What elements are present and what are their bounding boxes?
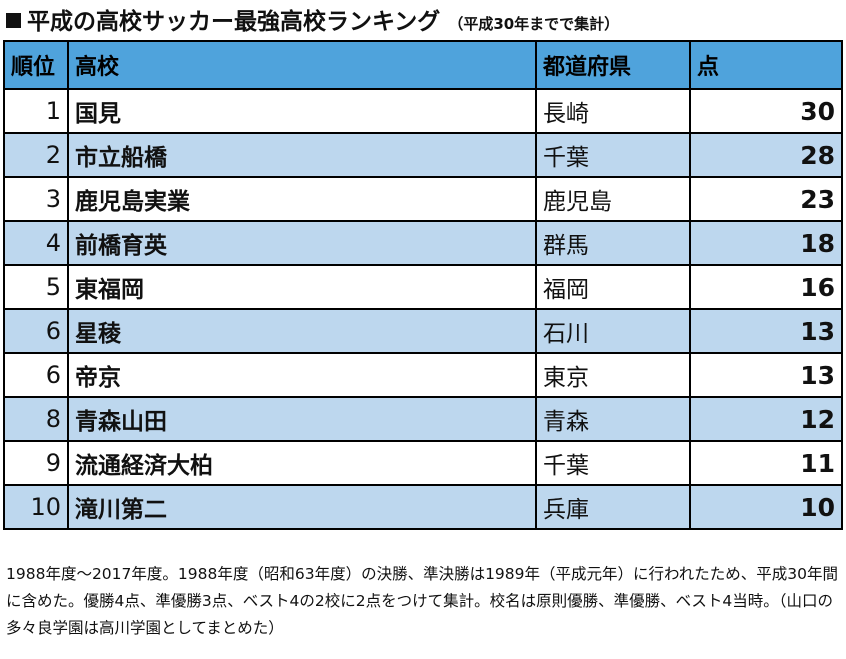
points-cell: 12 xyxy=(689,396,843,442)
rank-cell: 6 xyxy=(3,352,69,398)
prefecture-cell: 東京 xyxy=(535,352,691,398)
prefecture-cell: 石川 xyxy=(535,308,691,354)
header-prefecture: 都道府県 xyxy=(535,40,691,90)
school-cell: 帝京 xyxy=(67,352,537,398)
table-row: 9 流通経済大柏 千葉 11 xyxy=(3,440,843,486)
school-cell: 国見 xyxy=(67,88,537,134)
chart-title-bar: 平成の高校サッカー最強高校ランキング （平成30年までで集計） xyxy=(6,2,619,38)
table-row: 5 東福岡 福岡 16 xyxy=(3,264,843,310)
prefecture-cell: 福岡 xyxy=(535,264,691,310)
school-cell: 東福岡 xyxy=(67,264,537,310)
table-row: 6 帝京 東京 13 xyxy=(3,352,843,398)
prefecture-cell: 千葉 xyxy=(535,132,691,178)
footnote: 1988年度～2017年度。1988年度（昭和63年度）の決勝、準決勝は1989… xyxy=(6,565,838,637)
school-cell: 星稜 xyxy=(67,308,537,354)
school-cell: 滝川第二 xyxy=(67,484,537,530)
ranking-table: 順位 高校 都道府県 点 1 国見 長崎 30 2 市立船橋 千葉 28 3 鹿… xyxy=(3,40,843,530)
rank-cell: 1 xyxy=(3,88,69,134)
points-cell: 16 xyxy=(689,264,843,310)
points-cell: 13 xyxy=(689,308,843,354)
school-cell: 市立船橋 xyxy=(67,132,537,178)
black-square-bullet-icon xyxy=(6,12,21,28)
table-row: 4 前橋育英 群馬 18 xyxy=(3,220,843,266)
table-header-row: 順位 高校 都道府県 点 xyxy=(3,40,843,90)
table-row: 6 星稜 石川 13 xyxy=(3,308,843,354)
points-cell: 13 xyxy=(689,352,843,398)
page-title: 平成の高校サッカー最強高校ランキング xyxy=(27,9,441,35)
prefecture-cell: 長崎 xyxy=(535,88,691,134)
page-subtitle: （平成30年までで集計） xyxy=(448,15,620,33)
table-row: 1 国見 長崎 30 xyxy=(3,88,843,134)
points-cell: 11 xyxy=(689,440,843,486)
school-cell: 流通経済大柏 xyxy=(67,440,537,486)
school-cell: 鹿児島実業 xyxy=(67,176,537,222)
points-cell: 30 xyxy=(689,88,843,134)
header-points: 点 xyxy=(689,40,843,90)
points-cell: 18 xyxy=(689,220,843,266)
points-cell: 23 xyxy=(689,176,843,222)
rank-cell: 8 xyxy=(3,396,69,442)
rank-cell: 10 xyxy=(3,484,69,530)
rank-cell: 9 xyxy=(3,440,69,486)
rank-cell: 6 xyxy=(3,308,69,354)
points-cell: 28 xyxy=(689,132,843,178)
rank-cell: 5 xyxy=(3,264,69,310)
prefecture-cell: 鹿児島 xyxy=(535,176,691,222)
table-row: 10 滝川第二 兵庫 10 xyxy=(3,484,843,530)
table-row: 8 青森山田 青森 12 xyxy=(3,396,843,442)
header-rank: 順位 xyxy=(3,40,69,90)
prefecture-cell: 青森 xyxy=(535,396,691,442)
prefecture-cell: 兵庫 xyxy=(535,484,691,530)
prefecture-cell: 千葉 xyxy=(535,440,691,486)
header-school: 高校 xyxy=(67,40,537,90)
school-cell: 前橋育英 xyxy=(67,220,537,266)
points-cell: 10 xyxy=(689,484,843,530)
table-row: 3 鹿児島実業 鹿児島 23 xyxy=(3,176,843,222)
rank-cell: 2 xyxy=(3,132,69,178)
rank-cell: 3 xyxy=(3,176,69,222)
prefecture-cell: 群馬 xyxy=(535,220,691,266)
rank-cell: 4 xyxy=(3,220,69,266)
table-row: 2 市立船橋 千葉 28 xyxy=(3,132,843,178)
school-cell: 青森山田 xyxy=(67,396,537,442)
